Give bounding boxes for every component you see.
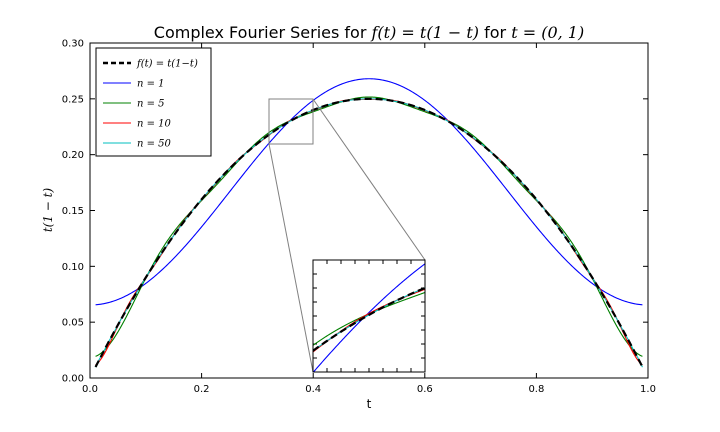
title-function: f(t) = t(1 − t) bbox=[371, 23, 480, 42]
y-tick-label: 0.25 bbox=[62, 94, 84, 105]
title-prefix: Complex Fourier Series for bbox=[154, 23, 372, 42]
y-tick-label: 0.15 bbox=[62, 206, 84, 217]
y-axis-ticks: 0.00 0.05 0.10 0.15 0.20 0.25 0.30 bbox=[62, 39, 648, 385]
legend: f(t) = t(1−t) n = 1 n = 5 n = 10 n = 50 bbox=[95, 47, 212, 157]
inset-series-group bbox=[313, 263, 425, 372]
x-axis-title: t bbox=[367, 397, 372, 411]
legend-box bbox=[95, 47, 212, 157]
title-range: t = (0, 1) bbox=[511, 23, 584, 42]
x-tick-label: 0.0 bbox=[82, 384, 98, 395]
legend-label: n = 1 bbox=[137, 79, 165, 90]
x-tick-label: 0.6 bbox=[417, 384, 433, 395]
x-tick-label: 1.0 bbox=[640, 384, 656, 395]
legend-label: n = 50 bbox=[137, 139, 172, 150]
y-tick-label: 0.10 bbox=[62, 262, 84, 273]
x-tick-label: 0.8 bbox=[528, 384, 544, 395]
inset-series-line-n1 bbox=[313, 263, 425, 372]
series-line-exact bbox=[94, 97, 644, 368]
y-axis-title: t(1 − t) bbox=[41, 188, 55, 233]
inset-ticks bbox=[313, 260, 425, 372]
x-axis-ticks: 0.0 0.2 0.4 0.6 0.8 1.0 bbox=[82, 43, 656, 395]
inset-plot bbox=[312, 259, 426, 373]
legend-label: n = 5 bbox=[137, 99, 165, 110]
x-tick-label: 0.4 bbox=[305, 384, 321, 395]
title-mid: for bbox=[479, 23, 511, 42]
y-tick-label: 0.20 bbox=[62, 150, 84, 161]
y-tick-label: 0.30 bbox=[62, 39, 84, 50]
x-tick-label: 0.2 bbox=[194, 384, 210, 395]
zoom-connector-right bbox=[312, 98, 426, 261]
zoom-region-box bbox=[268, 98, 314, 145]
y-tick-label: 0.00 bbox=[62, 374, 84, 385]
main-series-group bbox=[94, 78, 644, 368]
chart-title: Complex Fourier Series for f(t) = t(1 − … bbox=[154, 23, 584, 42]
legend-label: n = 10 bbox=[137, 119, 172, 130]
series-line-n1 bbox=[95, 78, 643, 306]
inset-series-line-exact bbox=[313, 286, 425, 352]
y-tick-label: 0.05 bbox=[62, 318, 84, 329]
zoom-connector-left bbox=[268, 143, 314, 373]
legend-label: f(t) = t(1−t) bbox=[136, 59, 198, 70]
